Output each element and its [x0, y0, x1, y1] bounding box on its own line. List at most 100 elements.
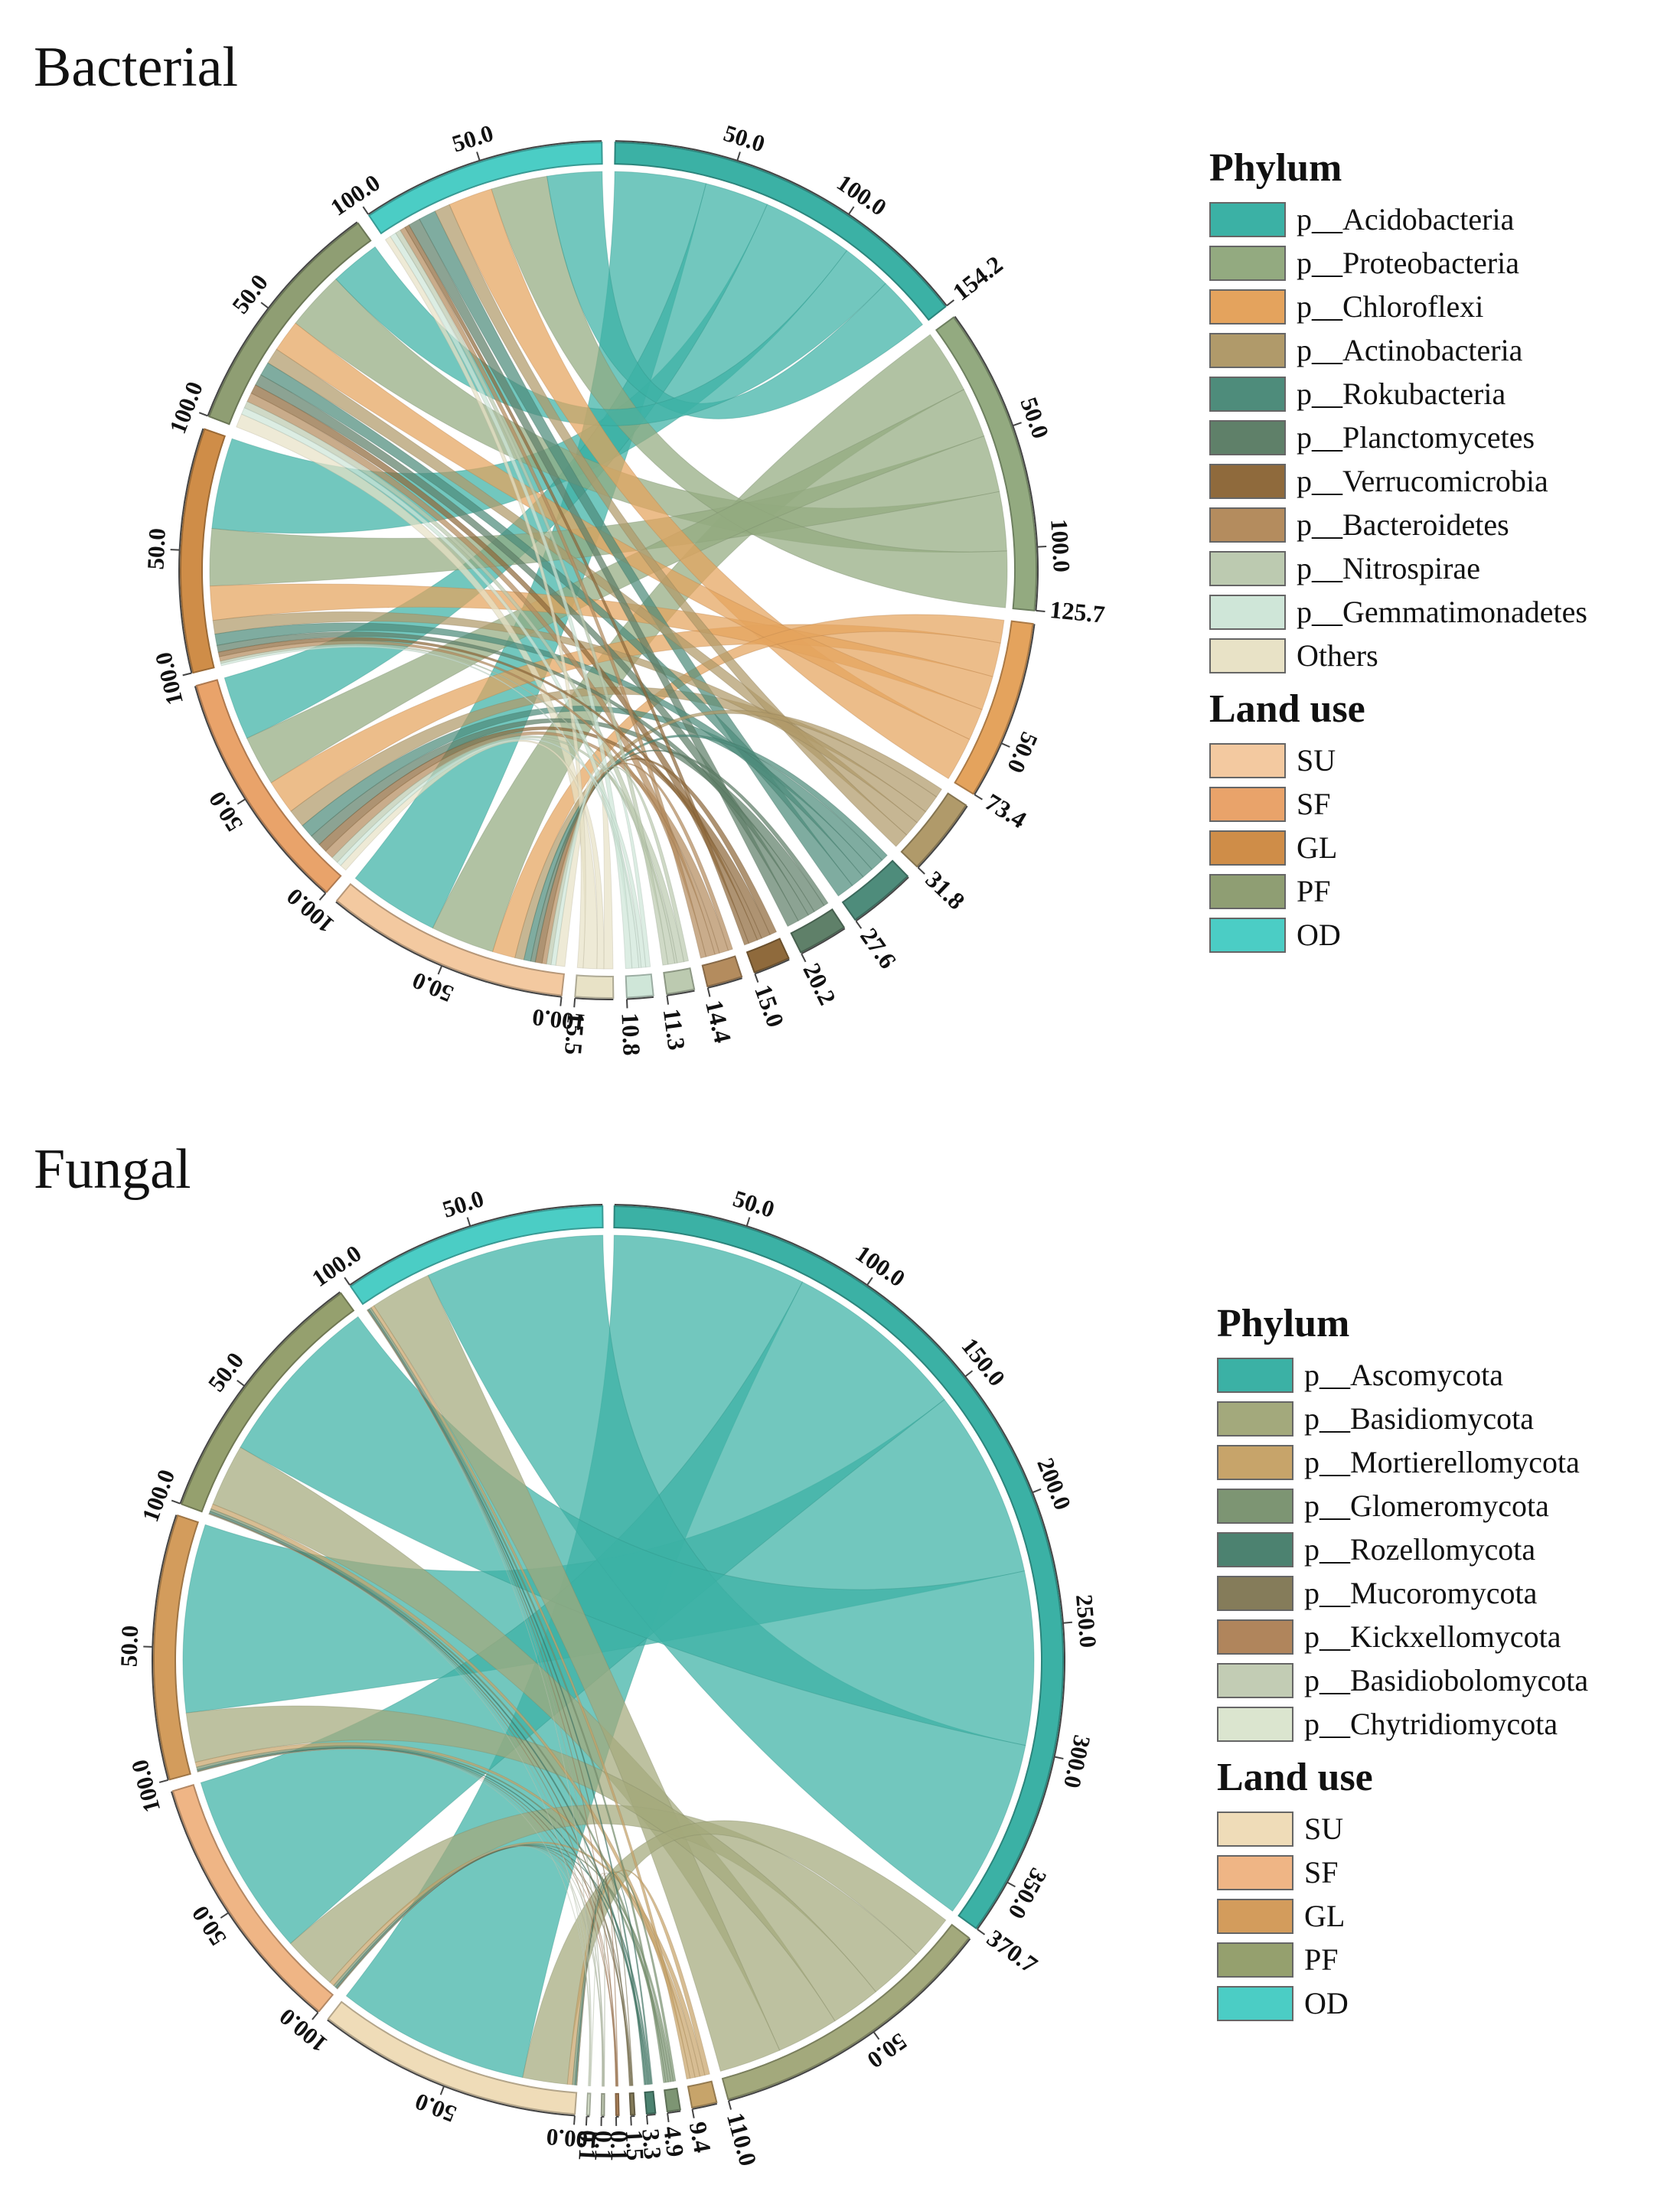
land-use-legend-swatch	[1217, 1811, 1293, 1847]
tick-pf-100-0	[198, 412, 208, 417]
fungal-legend: Phylum p__Ascomycota p__Basidiomycota p__M…	[1217, 1301, 1588, 2025]
axis-p-bacteroidetes	[707, 977, 742, 989]
tick-p-acidobacteria-100-0	[848, 206, 855, 215]
phylum-legend-item: p__Actinobacteria	[1209, 328, 1587, 372]
tick-p-ascomycota-150-0	[964, 1370, 974, 1378]
ribbon-p-rokubacteria-su	[523, 734, 888, 962]
end-tick-p-glomeromycota	[667, 2112, 670, 2123]
arc-su	[327, 2001, 578, 2115]
phylum-legend-swatch	[1209, 594, 1286, 630]
tick-od-100-0	[344, 1277, 351, 1286]
ribbon-p-mortierellomycota-pf	[210, 1503, 696, 2079]
ribbon-p-basidiobolomycota-gl	[197, 1748, 604, 2087]
phylum-legend-item: p__Chloroflexi	[1209, 285, 1587, 328]
ribbon-p-mucoromycota-sf	[336, 1845, 634, 2086]
ribbon-p-glomeromycota-od	[368, 1306, 667, 2083]
tick-label-sf-100-0: 100.0	[274, 2003, 332, 2057]
phylum-legend-label: p__Basidiobolomycota	[1304, 1663, 1589, 1697]
phylum-legend-swatch	[1209, 245, 1286, 281]
arc-p-mortierellomycota	[687, 2080, 718, 2109]
phylum-legend-label: Others	[1297, 638, 1378, 673]
ribbon-p-actinobacteria-od	[434, 204, 908, 847]
tick-pf-100-0	[171, 1499, 181, 1505]
phylum-legend-swatch	[1217, 1444, 1293, 1480]
end-tick-p-rokubacteria	[855, 920, 863, 929]
tick-label-gl-50-0: 50.0	[115, 1625, 143, 1667]
land-use-legend-swatch	[1209, 873, 1286, 909]
end-tick-p-verrucomicrobia	[754, 973, 759, 983]
tick-label-p-chloroflexi-50-0: 50.0	[1002, 729, 1043, 778]
phylum-legend-item: p__Mucoromycota	[1217, 1571, 1588, 1615]
phylum-legend-item: p__Acidobacteria	[1209, 197, 1587, 241]
tick-p-proteobacteria-50-0	[1012, 422, 1022, 427]
tick-su-50-0	[437, 965, 443, 975]
fungal-panel: Fungal 50.0 100.0 150.0 200.0 250.0 300.0 350.…	[0, 1102, 1680, 2211]
phylum-legend-label: p__Chytridiomycota	[1304, 1707, 1558, 1741]
ribbon-p-chytridiomycota-pf	[208, 1513, 591, 2086]
ribbon-p-gemmatimonadetes-pf	[240, 407, 640, 969]
phylum-legend-swatch	[1209, 289, 1286, 324]
total-label-p-ascomycota: 370.7	[982, 1924, 1042, 1978]
phylum-legend-label: p__Glomeromycota	[1304, 1489, 1549, 1523]
fungal-legend-landuse-items: SU SF GL PF OD	[1217, 1807, 1588, 2025]
phylum-legend-swatch	[1217, 1575, 1293, 1611]
total-label-p-acidobacteria: 154.2	[948, 250, 1008, 306]
phylum-legend-label: p__Chloroflexi	[1297, 289, 1484, 324]
ribbon-p-chytridiomycota-su	[576, 1872, 598, 2087]
phylum-legend-swatch	[1217, 1531, 1293, 1567]
total-label-p-proteobacteria: 125.7	[1049, 595, 1106, 628]
axis-p-nitrospirae	[667, 990, 695, 996]
land-use-legend-swatch	[1217, 1898, 1293, 1934]
phylum-legend-swatch	[1209, 332, 1286, 368]
bacterial-chord-diagram: 50.0 100.0 154.2 50.0 100.0 125.7 50.0 73.431.8…	[142, 119, 1106, 1056]
total-label-p-glomeromycota: 4.9	[658, 2125, 690, 2158]
ribbon-p-basidiomycota-gl	[185, 1705, 877, 2022]
phylum-legend-label: p__Planctomycetes	[1297, 420, 1535, 455]
tick-p-ascomycota-200-0	[1032, 1488, 1042, 1494]
arc-gl	[180, 428, 226, 674]
ribbon-layer	[182, 1234, 1035, 2087]
phylum-legend-swatch	[1209, 507, 1286, 543]
total-label-p-nitrospirae: 11.3	[658, 1007, 691, 1052]
land-use-legend-label: PF	[1304, 1942, 1339, 1977]
phylum-legend-item: p__Glomeromycota	[1217, 1484, 1588, 1528]
phylum-legend-label: p__Mucoromycota	[1304, 1576, 1538, 1610]
phylum-legend-label: p__Ascomycota	[1304, 1358, 1503, 1392]
tick-label-gl-100-0: 100.0	[149, 650, 188, 708]
phylum-legend-label: p__Kickxellomycota	[1304, 1619, 1561, 1654]
phylum-legend-item: p__Mortierellomycota	[1217, 1440, 1588, 1484]
total-label-p-mucoromycota: 1.5	[621, 2129, 650, 2161]
arc-p-chloroflexi	[954, 620, 1034, 795]
phylum-legend-item: p__Proteobacteria	[1209, 241, 1587, 285]
phylum-legend-label: p__Proteobacteria	[1297, 246, 1519, 280]
end-tick-p-basidiomycota	[727, 2100, 732, 2110]
tick-label-pf-100-0: 100.0	[136, 1466, 180, 1525]
arc-p-ascomycota	[613, 1205, 1064, 1929]
ribbon-p-chloroflexi-od	[449, 188, 970, 780]
tick-label-gl-50-0: 50.0	[142, 527, 171, 570]
arc-p-basidiobolomycota	[600, 2092, 605, 2116]
ribbon-p-chloroflexi-su	[492, 614, 1005, 959]
ribbon-p-basidiobolomycota-sf	[337, 1845, 605, 2087]
phylum-legend-item: p__Ascomycota	[1217, 1353, 1588, 1397]
tick-su-100-0	[559, 996, 563, 1006]
total-label-p-chloroflexi: 73.4	[980, 788, 1032, 833]
ribbon-p-glomeromycota-pf	[209, 1508, 669, 2083]
tick-label-sf-50-0: 50.0	[203, 787, 248, 836]
arc-gl	[153, 1514, 199, 1781]
ribbon-others-sf	[340, 739, 605, 970]
phylum-legend-item: p__Bacteroidetes	[1209, 503, 1587, 546]
arc-p-mucoromycota	[628, 2092, 636, 2116]
phylum-legend-label: p__Gemmatimonadetes	[1297, 595, 1587, 629]
end-tick-p-chloroflexi	[974, 794, 983, 801]
phylum-legend-item: p__Verrucomicrobia	[1209, 459, 1587, 503]
end-tick-p-gemmatimonadetes	[625, 999, 628, 1009]
end-tick-p-ascomycota	[977, 1928, 986, 1935]
land-use-legend-item: OD	[1209, 913, 1587, 957]
tick-p-proteobacteria-100-0	[1037, 546, 1047, 548]
fungal-title: Fungal	[34, 1138, 191, 1201]
phylum-legend-item: p__Rozellomycota	[1217, 1528, 1588, 1571]
total-label-p-verrucomicrobia: 15.0	[749, 981, 790, 1031]
phylum-legend-label: p__Mortierellomycota	[1304, 1445, 1580, 1479]
ribbon-layer	[209, 171, 1008, 970]
